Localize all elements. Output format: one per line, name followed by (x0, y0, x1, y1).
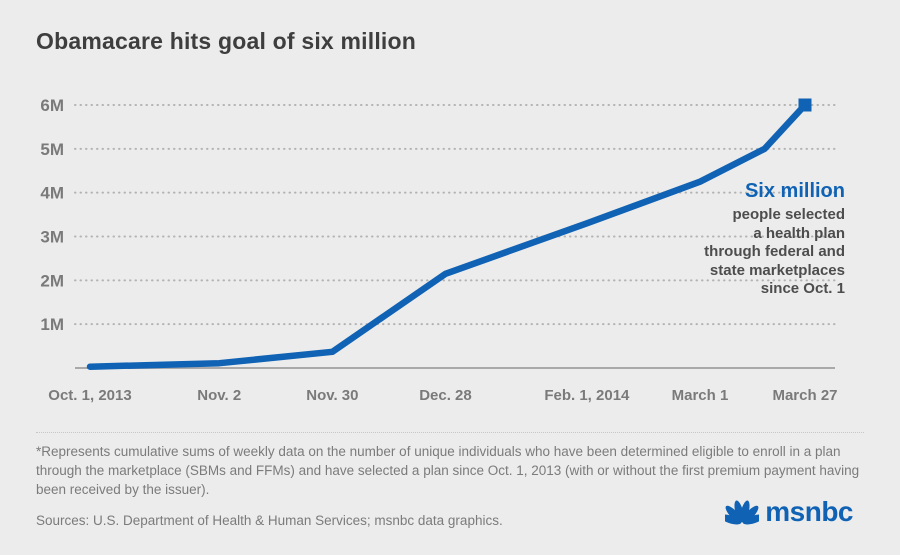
msnbc-logo: msnbc (725, 498, 853, 526)
annotation-line: people selected (732, 206, 845, 223)
annotation-line: a health plan (753, 224, 845, 242)
x-tick-label-4: Feb. 1, 2014 (544, 387, 630, 404)
end-marker-square (798, 98, 812, 112)
annotation-headline: Six million (744, 180, 845, 202)
x-tick-label-5: March 1 (672, 387, 729, 404)
page-title: Obamacare hits goal of six million (36, 28, 417, 54)
sources-line: Sources: U.S. Department of Health & Hum… (36, 513, 503, 528)
y-tick-label-4M: 4M (40, 184, 64, 203)
footnote-divider (36, 432, 864, 433)
enrollment-line-chart: 1M 2M 3M 4M 5M 6M Oct. 1, 2013 Nov. 2 Nov. 30 Dec… (40, 96, 837, 404)
y-tick-label-2M: 2M (40, 271, 64, 290)
x-tick-label-3: Dec. 28 (419, 387, 472, 404)
x-tick-label-2: Nov. 30 (306, 387, 358, 404)
y-tick-label-1M: 1M (40, 315, 64, 334)
annotation-line: state marketplaces (709, 261, 845, 279)
annotation-line: since Oct. 1 (760, 280, 845, 297)
msnbc-peacock-icon (725, 500, 760, 525)
footnote: *Represents cumulative sums of weekly da… (36, 444, 860, 497)
chart-annotation: Six million people selected a health pla… (704, 180, 845, 299)
enrollment-line (86, 101, 809, 370)
annotation-line: through federal and (704, 243, 845, 260)
y-tick-label-5M: 5M (40, 140, 64, 159)
x-tick-label-0: Oct. 1, 2013 (48, 387, 131, 404)
x-tick-label-1: Nov. 2 (197, 387, 241, 404)
x-tick-label-6: March 27 (772, 387, 837, 404)
msnbc-wordmark: msnbc (765, 496, 853, 527)
y-tick-label-3M: 3M (40, 228, 64, 247)
y-tick-label-6M: 6M (40, 96, 64, 115)
